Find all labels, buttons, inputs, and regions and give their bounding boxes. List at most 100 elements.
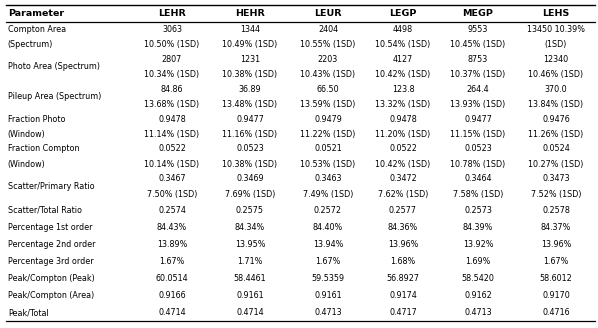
Text: 10.46% (1SD): 10.46% (1SD) [529,70,584,79]
Text: 0.9161: 0.9161 [236,291,264,300]
Text: 7.69% (1SD): 7.69% (1SD) [225,190,275,199]
Text: LEUR: LEUR [314,9,341,18]
Text: 11.14% (1SD): 11.14% (1SD) [145,130,200,139]
Text: 2203: 2203 [318,55,338,64]
Text: 13450 10.39%: 13450 10.39% [527,25,585,34]
Text: LEHS: LEHS [542,9,570,18]
Text: 0.3472: 0.3472 [389,174,417,183]
Text: 1.71%: 1.71% [237,257,263,266]
Text: 2404: 2404 [318,25,338,34]
Text: 84.39%: 84.39% [463,223,493,232]
Text: Fraction Compton: Fraction Compton [8,144,80,154]
Text: 1.68%: 1.68% [390,257,416,266]
Text: 11.26% (1SD): 11.26% (1SD) [529,130,584,139]
Text: 10.27% (1SD): 10.27% (1SD) [528,160,584,169]
Text: 0.0524: 0.0524 [542,144,570,154]
Text: 13.95%: 13.95% [235,240,266,249]
Text: 58.5420: 58.5420 [462,274,495,283]
Text: 9553: 9553 [468,25,488,34]
Text: 10.78% (1SD): 10.78% (1SD) [450,160,506,169]
Text: 10.43% (1SD): 10.43% (1SD) [300,70,356,79]
Text: 7.50% (1SD): 7.50% (1SD) [147,190,197,199]
Text: 13.92%: 13.92% [463,240,493,249]
Text: 10.45% (1SD): 10.45% (1SD) [450,40,506,49]
Text: 0.9161: 0.9161 [314,291,342,300]
Text: 10.53% (1SD): 10.53% (1SD) [300,160,356,169]
Text: LEHR: LEHR [158,9,186,18]
Text: 4127: 4127 [393,55,413,64]
Text: 264.4: 264.4 [466,85,489,93]
Text: Percentage 1st order: Percentage 1st order [8,223,92,232]
Text: 13.89%: 13.89% [157,240,187,249]
Text: 10.54% (1SD): 10.54% (1SD) [376,40,431,49]
Text: 0.9476: 0.9476 [542,114,570,124]
Text: 0.3464: 0.3464 [464,174,492,183]
Text: 10.55% (1SD): 10.55% (1SD) [300,40,356,49]
Text: 84.86: 84.86 [161,85,183,93]
Text: 0.0523: 0.0523 [464,144,492,154]
Text: Photo Area (Spectrum): Photo Area (Spectrum) [8,62,100,72]
Text: 1344: 1344 [240,25,260,34]
Text: 0.4716: 0.4716 [542,308,570,318]
Text: 0.9477: 0.9477 [236,114,264,124]
Text: 13.84% (1SD): 13.84% (1SD) [529,100,584,109]
Text: 84.43%: 84.43% [157,223,187,232]
Text: 84.34%: 84.34% [235,223,265,232]
Text: 4498: 4498 [393,25,413,34]
Text: 10.42% (1SD): 10.42% (1SD) [376,160,431,169]
Text: Scatter/Total Ratio: Scatter/Total Ratio [8,206,82,215]
Text: (Window): (Window) [8,130,45,139]
Text: 0.2578: 0.2578 [542,206,570,215]
Text: 0.2575: 0.2575 [236,206,264,215]
Text: 12340: 12340 [544,55,569,64]
Text: 10.34% (1SD): 10.34% (1SD) [145,70,200,79]
Text: 13.32% (1SD): 13.32% (1SD) [376,100,431,109]
Text: 1.67%: 1.67% [159,257,185,266]
Text: 7.49% (1SD): 7.49% (1SD) [303,190,353,199]
Text: Scatter/Primary Ratio: Scatter/Primary Ratio [8,182,94,191]
Text: 0.3467: 0.3467 [158,174,186,183]
Text: 13.96%: 13.96% [541,240,571,249]
Text: HEHR: HEHR [235,9,265,18]
Text: (Window): (Window) [8,160,45,169]
Text: 0.2572: 0.2572 [314,206,342,215]
Text: 13.93% (1SD): 13.93% (1SD) [450,100,506,109]
Text: (Spectrum): (Spectrum) [8,40,53,49]
Text: 2807: 2807 [162,55,182,64]
Text: 0.3469: 0.3469 [236,174,264,183]
Text: 11.15% (1SD): 11.15% (1SD) [450,130,506,139]
Text: 0.4713: 0.4713 [464,308,492,318]
Text: Peak/Compton (Area): Peak/Compton (Area) [8,291,94,300]
Text: 56.8927: 56.8927 [386,274,420,283]
Text: 0.4713: 0.4713 [314,308,342,318]
Text: 36.89: 36.89 [239,85,261,93]
Text: Compton Area: Compton Area [8,25,66,34]
Text: 11.16% (1SD): 11.16% (1SD) [222,130,277,139]
Text: 13.68% (1SD): 13.68% (1SD) [145,100,200,109]
Text: 84.37%: 84.37% [541,223,571,232]
Text: 60.0514: 60.0514 [155,274,188,283]
Text: 0.2577: 0.2577 [389,206,417,215]
Text: Percentage 2nd order: Percentage 2nd order [8,240,95,249]
Text: 0.0522: 0.0522 [158,144,186,154]
Text: 0.4714: 0.4714 [236,308,264,318]
Text: Peak/Total: Peak/Total [8,308,48,318]
Text: (1SD): (1SD) [545,40,568,49]
Text: 13.94%: 13.94% [313,240,343,249]
Text: 7.52% (1SD): 7.52% (1SD) [531,190,581,199]
Text: MEGP: MEGP [463,9,493,18]
Text: 3063: 3063 [162,25,182,34]
Text: 0.2574: 0.2574 [158,206,186,215]
Text: 84.36%: 84.36% [388,223,418,232]
Text: 0.0522: 0.0522 [389,144,417,154]
Text: 0.9166: 0.9166 [158,291,186,300]
Text: 7.58% (1SD): 7.58% (1SD) [453,190,504,199]
Text: 10.37% (1SD): 10.37% (1SD) [450,70,506,79]
Text: 11.22% (1SD): 11.22% (1SD) [300,130,356,139]
Text: Percentage 3rd order: Percentage 3rd order [8,257,93,266]
Text: 10.49% (1SD): 10.49% (1SD) [222,40,277,49]
Text: 0.2573: 0.2573 [464,206,492,215]
Text: 0.3463: 0.3463 [314,174,341,183]
Text: 370.0: 370.0 [545,85,568,93]
Text: Parameter: Parameter [8,9,64,18]
